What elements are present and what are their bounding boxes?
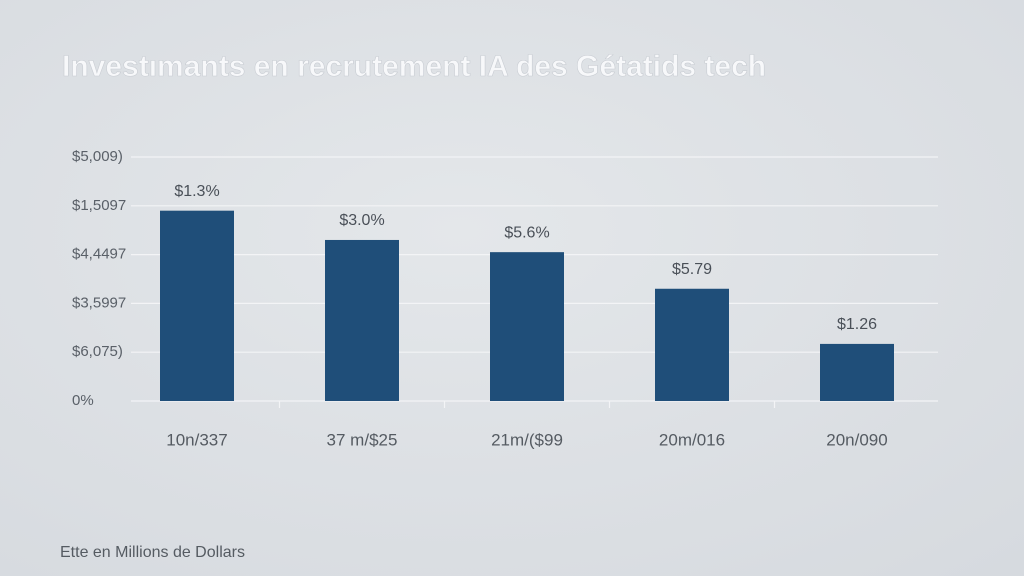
bar-label: $1.26 (837, 316, 877, 333)
bar (655, 288, 729, 401)
y-tick-label: $1,5097 (72, 197, 126, 214)
y-tick-label: $4,4497 (72, 246, 126, 263)
bar (490, 252, 564, 401)
x-tick-label: 20m/016 (659, 430, 725, 449)
bar-label: $5.6% (504, 224, 549, 241)
bar-label: $1.3% (174, 183, 219, 200)
bar (820, 343, 894, 401)
bar-label: $3.0% (339, 212, 384, 229)
y-tick-label: 0% (72, 392, 94, 409)
y-tick-label: $6,075) (72, 343, 123, 360)
y-tick-label: $3,5997 (72, 294, 126, 311)
footnote: Ette en Millions de Dollars (60, 544, 245, 561)
bar (160, 210, 234, 401)
x-tick-label: 10n/337 (166, 430, 227, 449)
chart-title: Investımants en recrutement IA des Gétat… (62, 50, 766, 83)
y-tick-label: $5,009) (72, 148, 123, 165)
x-tick-label: 21m/($99 (491, 430, 563, 449)
bar (325, 239, 399, 401)
x-tick-label: 37 m/$25 (327, 430, 398, 449)
x-tick-label: 20n/090 (826, 430, 887, 449)
bar-label: $5.79 (672, 261, 712, 278)
